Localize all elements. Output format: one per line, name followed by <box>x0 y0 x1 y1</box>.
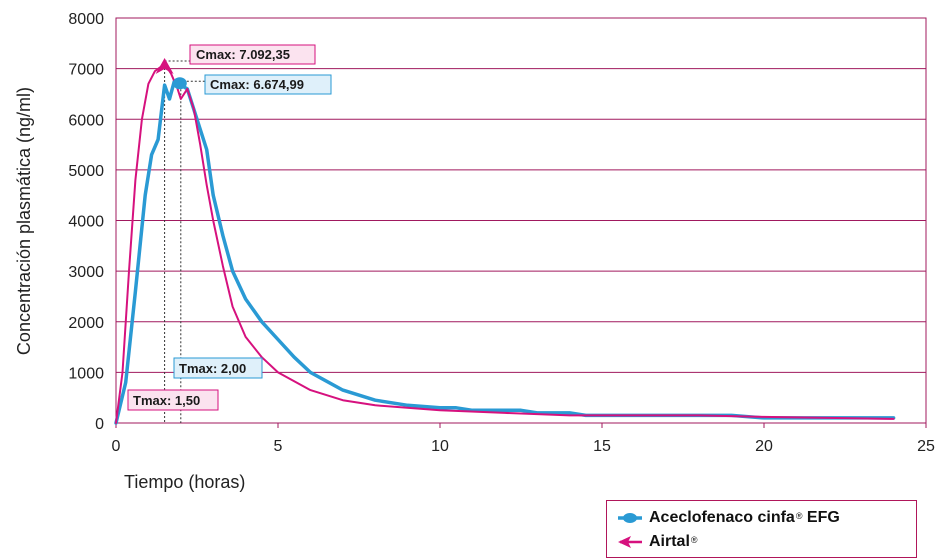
y-tick-label: 8000 <box>68 11 104 28</box>
x-tick-label: 10 <box>431 438 449 455</box>
peak-marker-aceclofenaco <box>172 77 187 90</box>
x-tick-label: 20 <box>755 438 773 455</box>
blue-dot-line-icon <box>618 513 642 523</box>
y-tick-label: 2000 <box>68 315 104 332</box>
legend-suffix-aceclofenaco: EFG <box>806 509 840 526</box>
y-tick-label: 5000 <box>68 163 104 180</box>
annotation-cmax-airtal-text: Cmax: 7.092,35 <box>196 47 290 62</box>
annotation-tmax-airtal: Tmax: 1,50 <box>127 389 219 411</box>
pink-arrow-line-icon <box>618 536 642 548</box>
y-tick-label: 6000 <box>68 112 104 129</box>
plot-frame <box>115 17 927 424</box>
y-tick-label: 4000 <box>68 214 104 231</box>
annotation-cmax-airtal: Cmax: 7.092,35 <box>189 44 316 65</box>
x-axis-title: Tiempo (horas) <box>124 472 245 492</box>
series-lines <box>114 63 896 425</box>
x-axis-ticks: 0 5 10 15 20 25 <box>112 423 935 455</box>
y-tick-label: 3000 <box>68 264 104 281</box>
legend-label-airtal: Airtal <box>649 533 690 550</box>
gridlines <box>116 68 926 373</box>
registered-mark: ® <box>690 535 698 545</box>
peak-marker-airtal <box>155 57 174 74</box>
legend-label-aceclofenaco: Aceclofenaco cinfa <box>649 509 795 526</box>
y-tick-label: 7000 <box>68 62 104 79</box>
pk-line-chart: 0 1000 2000 3000 4000 5000 6000 7000 8000 0 5 10 15… <box>14 11 935 492</box>
chart-legend: Aceclofenaco cinfa ® EFG Airtal ® <box>606 500 917 558</box>
annotation-tmax-airtal-text: Tmax: 1,50 <box>133 393 200 408</box>
x-tick-label: 15 <box>593 438 611 455</box>
x-tick-label: 5 <box>274 438 283 455</box>
annotation-cmax-aceclofenaco: Cmax: 6.674,99 <box>204 74 332 95</box>
y-tick-label: 0 <box>95 416 104 433</box>
y-axis-title: Concentración plasmática (ng/ml) <box>14 87 34 355</box>
y-axis-ticks: 0 1000 2000 3000 4000 5000 6000 7000 8000 <box>68 11 104 433</box>
annotation-tmax-aceclofenaco-text: Tmax: 2,00 <box>179 361 246 376</box>
x-tick-label: 25 <box>917 438 935 455</box>
series-line-airtal <box>115 63 895 424</box>
x-tick-label: 0 <box>112 438 121 455</box>
peak-markers <box>155 57 187 90</box>
legend-item-aceclofenaco: Aceclofenaco cinfa ® EFG <box>617 507 840 529</box>
annotation-cmax-aceclofenaco-text: Cmax: 6.674,99 <box>210 77 304 92</box>
y-tick-label: 1000 <box>68 365 104 382</box>
annotation-tmax-aceclofenaco: Tmax: 2,00 <box>173 357 263 379</box>
registered-mark: ® <box>795 511 803 521</box>
legend-item-airtal: Airtal ® <box>617 531 698 553</box>
